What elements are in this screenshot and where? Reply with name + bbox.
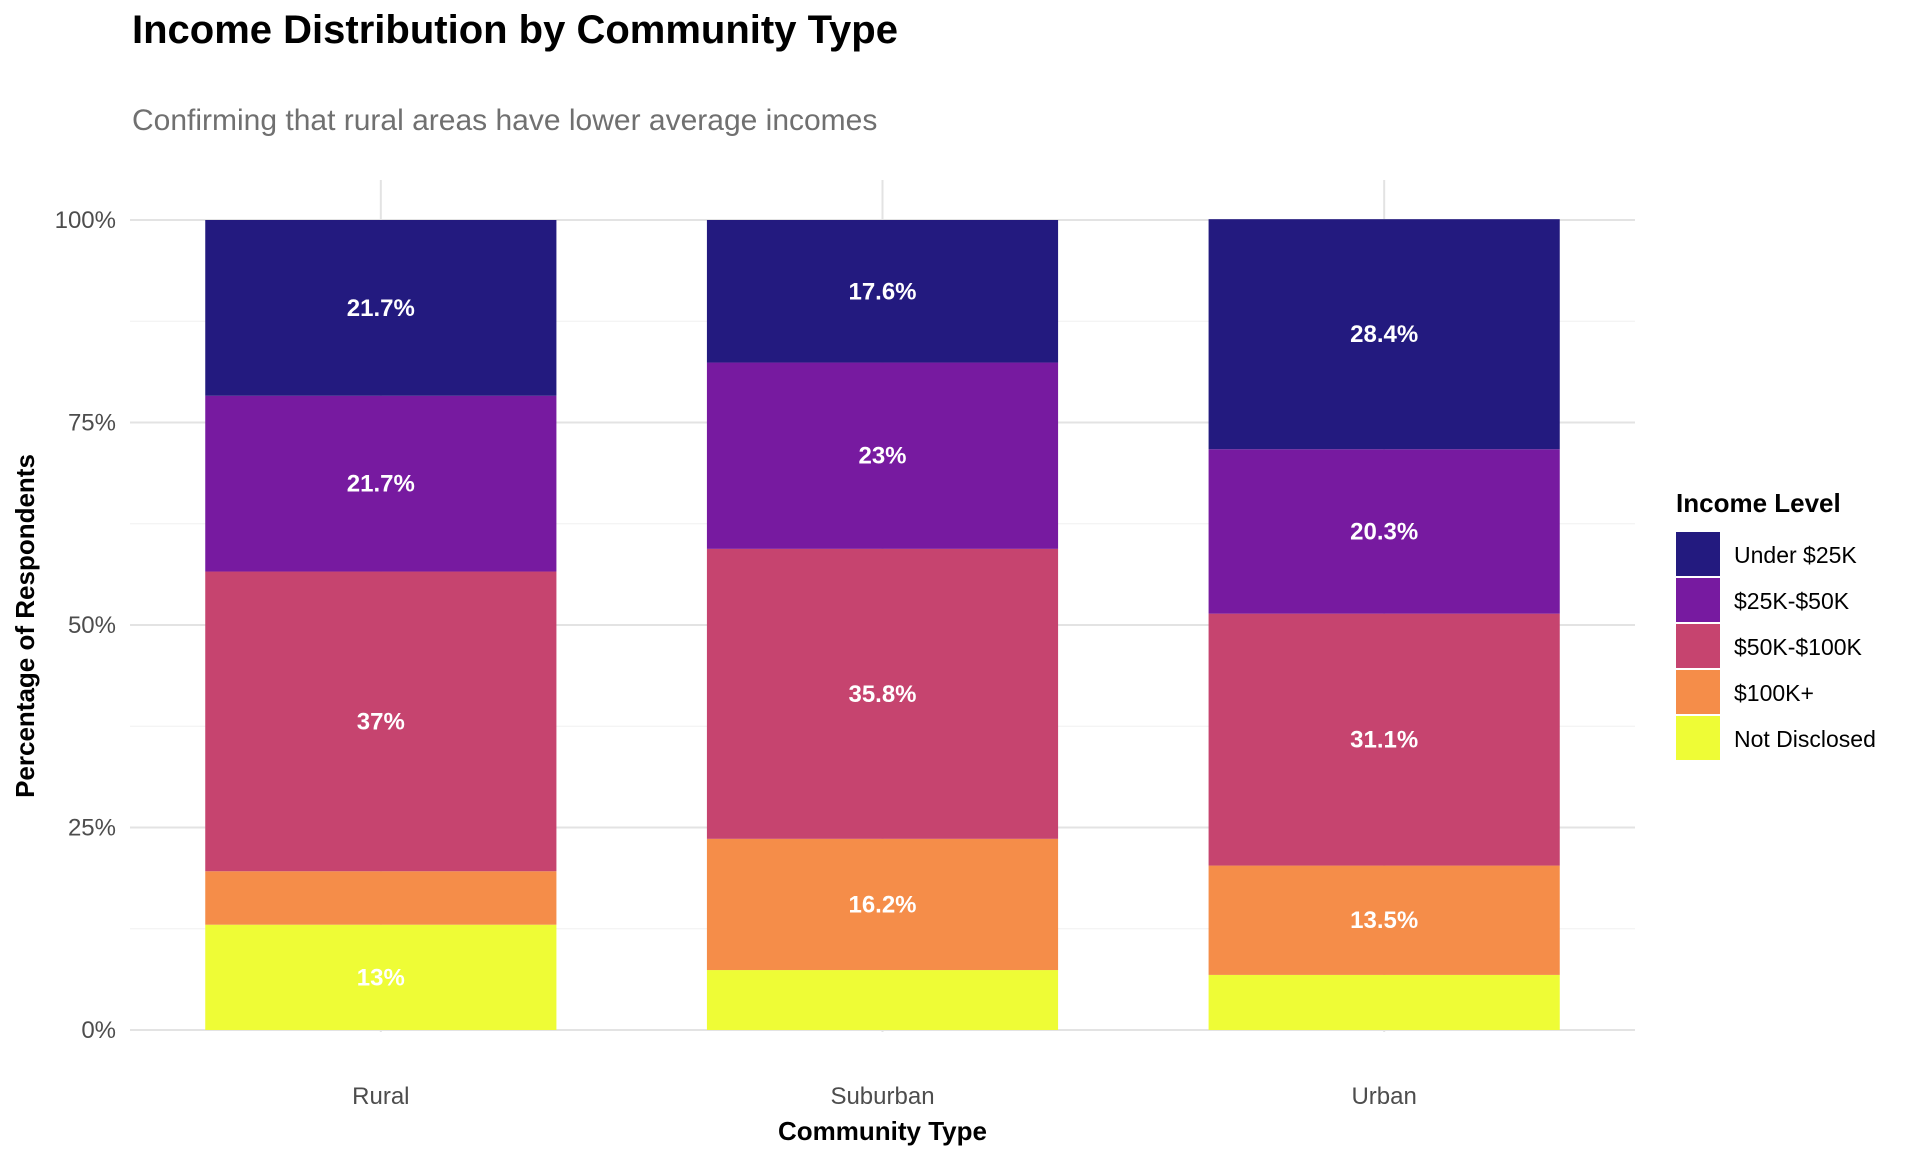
bar-segment xyxy=(1208,219,1560,450)
legend: Income Level Under $25K $25K-$50K $50K-$100… xyxy=(1676,488,1876,760)
bar-value-label: 13.5% xyxy=(1350,907,1418,934)
legend-label: $50K-$100K xyxy=(1734,634,1863,660)
bar-segment xyxy=(205,395,557,572)
bar-segment xyxy=(205,220,557,396)
x-axis-title: Community Type xyxy=(778,1116,987,1146)
legend-swatch xyxy=(1676,578,1720,622)
legend-swatch xyxy=(1676,624,1720,668)
legend-label: Under $25K xyxy=(1734,542,1857,568)
legend-swatch xyxy=(1676,716,1720,760)
bar-value-label: 31.1% xyxy=(1350,727,1418,754)
bar-segment xyxy=(1208,449,1560,614)
legend-label: $25K-$50K xyxy=(1734,588,1850,614)
bar-segment xyxy=(205,571,557,872)
y-tick-label: 75% xyxy=(68,410,116,437)
bar-value-label: 13% xyxy=(357,964,405,991)
chart-subtitle: Confirming that rural areas have lower a… xyxy=(132,104,878,137)
bar-value-label: 20.3% xyxy=(1350,518,1418,545)
bar-value-label: 37% xyxy=(357,708,405,735)
y-tick-label: 100% xyxy=(55,207,116,234)
x-axis: Rural Suburban Urban xyxy=(352,1083,1417,1110)
bar-segment xyxy=(1208,865,1560,975)
chart-title: Income Distribution by Community Type xyxy=(132,8,898,52)
y-axis: 0% 25% 50% 75% 100% xyxy=(55,207,116,1044)
y-axis-title: Percentage of Respondents xyxy=(10,454,40,798)
bar-segment xyxy=(706,362,1059,549)
legend-label: $100K+ xyxy=(1734,680,1814,706)
bar-value-label: 21.7% xyxy=(347,471,415,498)
legend-swatch xyxy=(1676,670,1720,714)
y-tick-label: 0% xyxy=(81,1017,116,1044)
legend-title: Income Level xyxy=(1676,488,1841,518)
legend-swatch xyxy=(1676,532,1720,576)
x-tick-label: Suburban xyxy=(830,1083,934,1110)
y-tick-label: 50% xyxy=(68,612,116,639)
bar-labels: 13% 37% 21.7% 21.7% 16.2% 35.8% 23% 17.6% 13.5% 3… xyxy=(347,278,1418,991)
bar-value-label: 16.2% xyxy=(848,891,916,918)
bar-value-label: 35.8% xyxy=(848,681,916,708)
bar-segment xyxy=(205,924,557,1030)
bar-segment xyxy=(706,838,1059,971)
bar-segment xyxy=(1208,613,1560,866)
y-tick-label: 25% xyxy=(68,815,116,842)
bar-segment xyxy=(706,220,1059,363)
bar-segment xyxy=(205,871,557,925)
bar-value-label: 21.7% xyxy=(347,295,415,322)
x-tick-label: Rural xyxy=(352,1083,409,1110)
bar-value-label: 17.6% xyxy=(848,278,916,305)
bar-segment xyxy=(706,548,1059,839)
bar-value-label: 23% xyxy=(858,443,906,470)
bars xyxy=(205,219,1560,1030)
bar-segment xyxy=(706,970,1059,1030)
legend-label: Not Disclosed xyxy=(1734,726,1876,752)
bar-segment xyxy=(1208,974,1560,1030)
bar-value-label: 28.4% xyxy=(1350,321,1418,348)
x-tick-label: Urban xyxy=(1351,1083,1416,1110)
